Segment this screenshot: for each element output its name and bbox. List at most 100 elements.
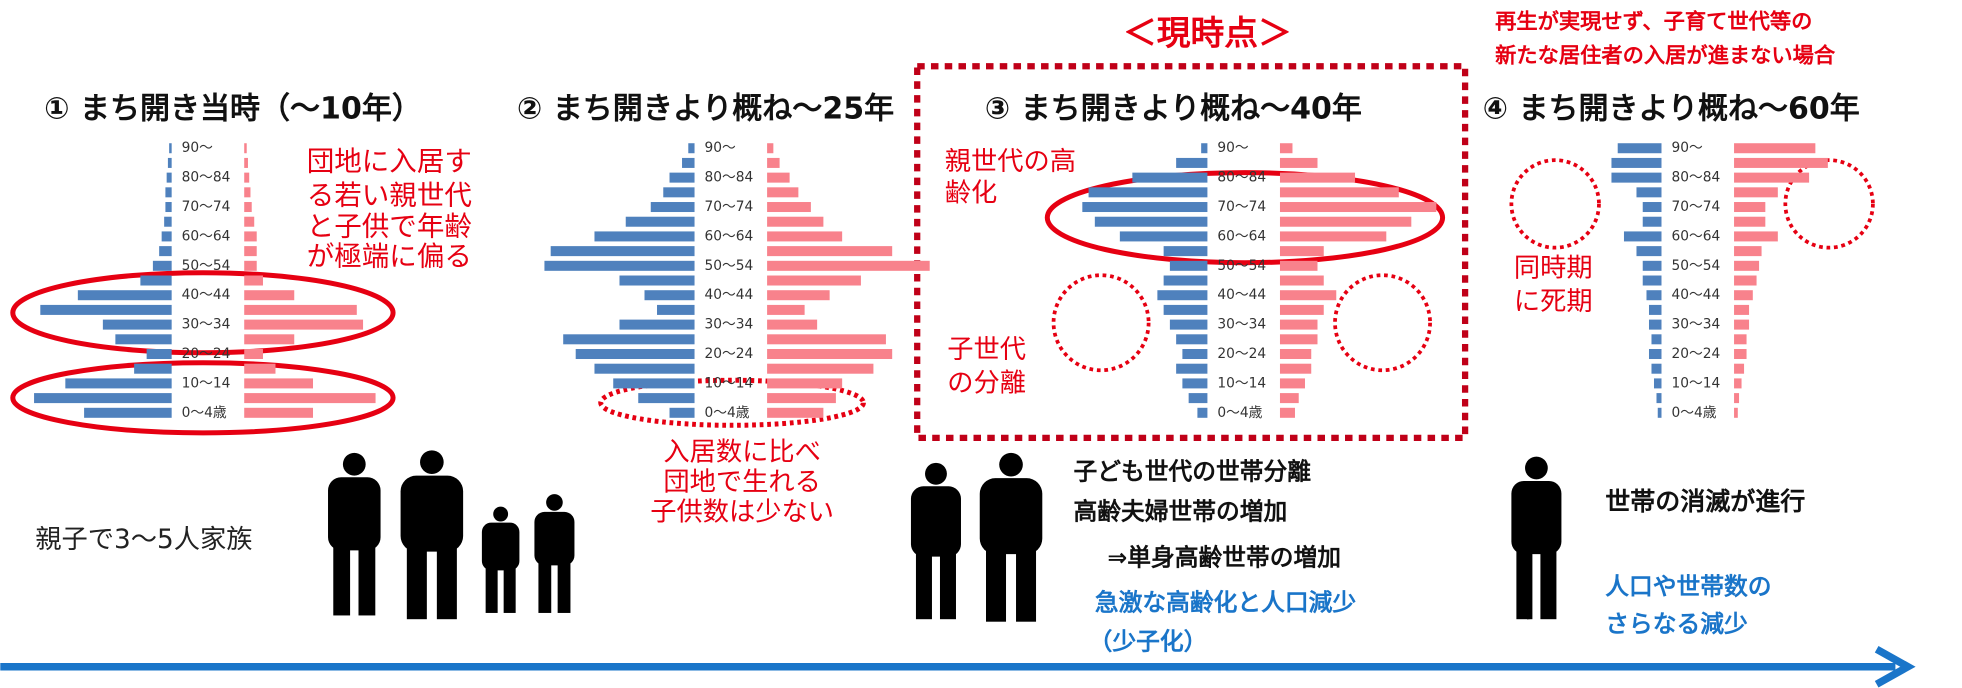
left-bar xyxy=(563,334,695,345)
left-bar xyxy=(1636,187,1662,198)
left-bar xyxy=(1169,260,1208,271)
left-bar xyxy=(152,260,172,271)
left-bar xyxy=(164,216,172,227)
age-label: 10～14 xyxy=(705,375,754,391)
left-bar xyxy=(1642,216,1662,227)
age-label: 70～74 xyxy=(182,199,231,215)
annotation: （少子化） xyxy=(1089,627,1208,655)
age-label: 60～64 xyxy=(182,228,231,244)
left-bar xyxy=(644,290,695,301)
annotation: 齢化 xyxy=(945,178,998,208)
left-bar xyxy=(669,172,695,183)
left-bar xyxy=(1617,143,1662,154)
leg xyxy=(557,559,571,613)
left-bar xyxy=(1648,319,1662,330)
highlight-ellipse xyxy=(1044,170,1446,266)
right-bar xyxy=(244,407,314,418)
right-bar xyxy=(244,216,255,227)
right-bar xyxy=(767,393,836,404)
annotation: 子ども世代の世帯分離 xyxy=(1074,457,1312,485)
head xyxy=(1525,456,1548,480)
left-bar xyxy=(638,393,695,404)
right-bar xyxy=(767,246,893,257)
right-bar xyxy=(1279,290,1337,301)
decorations xyxy=(0,63,1916,688)
annotation: 人口や世帯数の xyxy=(1605,572,1771,600)
age-label: 10～14 xyxy=(1672,375,1721,391)
left-bar xyxy=(1169,319,1208,330)
right-bar xyxy=(767,407,824,418)
left-bar xyxy=(688,143,695,154)
left-bar xyxy=(657,304,695,315)
right-bar xyxy=(244,231,257,242)
right-bar xyxy=(1734,290,1753,301)
left-bar xyxy=(65,378,172,389)
right-bar xyxy=(1279,172,1356,183)
left-bar xyxy=(167,157,172,168)
chart-title: ③ まち開きより概ね～40年 xyxy=(985,92,1362,127)
right-bar xyxy=(244,304,357,315)
right-bar xyxy=(767,304,805,315)
left-bar xyxy=(1163,246,1208,257)
age-label: 20～24 xyxy=(182,346,231,362)
body xyxy=(400,475,464,552)
left-bar xyxy=(40,304,172,315)
age-label: 50～54 xyxy=(1672,258,1721,274)
head xyxy=(342,452,366,476)
right-bar xyxy=(244,187,251,198)
dotted-circle xyxy=(1783,158,1875,250)
left-bar xyxy=(1188,393,1208,404)
right-bar xyxy=(1279,157,1318,168)
right-bar xyxy=(767,216,824,227)
annotation: が極端に偏る xyxy=(307,241,472,273)
annotation: 親世代の高 xyxy=(945,147,1076,177)
right-bar xyxy=(1279,378,1305,389)
annotation: 高齢夫婦世帯の増加 xyxy=(1074,497,1288,525)
annotation: に死期 xyxy=(1514,287,1593,317)
age-label: 0～4歳 xyxy=(1217,405,1262,421)
right-bar xyxy=(244,319,364,330)
right-bar xyxy=(244,260,257,271)
left-bar xyxy=(77,290,172,301)
annotation: 世帯の消滅が進行 xyxy=(1605,487,1805,516)
right-bar xyxy=(767,349,893,360)
left-bar xyxy=(1651,363,1662,374)
right-bar xyxy=(244,202,252,213)
left-bar xyxy=(1163,275,1208,286)
left-bar xyxy=(1176,334,1208,345)
left-bar xyxy=(550,246,695,257)
left-bar xyxy=(1636,246,1662,257)
left-bar xyxy=(1642,202,1662,213)
arrow-head xyxy=(1874,645,1916,688)
leg xyxy=(538,559,552,613)
right-bar xyxy=(1734,349,1747,360)
age-label: 50～54 xyxy=(182,258,231,274)
leg xyxy=(1016,545,1037,622)
left-bar xyxy=(1119,231,1208,242)
left-bar xyxy=(1197,407,1208,418)
age-label: 0～4歳 xyxy=(705,405,750,421)
highlight-ellipse xyxy=(598,377,866,428)
age-label: 20～24 xyxy=(1672,346,1721,362)
head xyxy=(420,450,444,474)
left-bar xyxy=(619,319,695,330)
left-bar xyxy=(1648,349,1662,360)
age-label: 0～4歳 xyxy=(182,405,227,421)
annotation: ＜現時点＞ xyxy=(1123,14,1292,53)
right-bar xyxy=(244,363,276,374)
left-bar xyxy=(1088,187,1208,198)
right-bar xyxy=(1734,172,1810,183)
left-bar xyxy=(594,363,695,374)
left-bar xyxy=(613,378,695,389)
right-bar xyxy=(1734,202,1766,213)
age-label: 90～ xyxy=(705,140,736,156)
dotted-circle xyxy=(1051,273,1151,373)
leg xyxy=(1540,546,1557,620)
left-bar xyxy=(1642,275,1662,286)
right-bar xyxy=(767,231,843,242)
head xyxy=(999,452,1023,477)
left-bar xyxy=(1642,260,1662,271)
age-label: 50～54 xyxy=(705,258,754,274)
right-bar xyxy=(244,334,295,345)
highlight-ellipse xyxy=(10,360,396,436)
